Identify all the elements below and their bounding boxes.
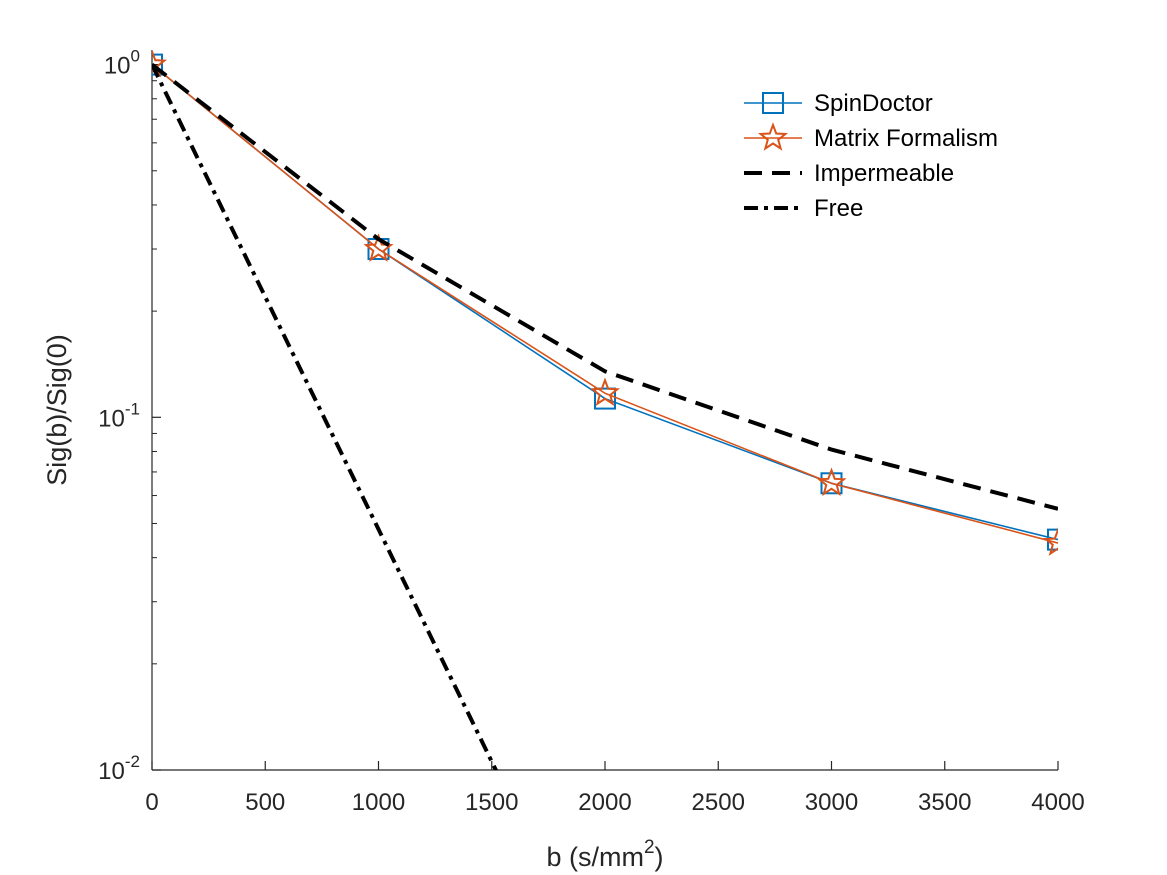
y-tick-exponent: 0 (131, 47, 140, 66)
x-tick-label: 3500 (918, 789, 971, 816)
y-tick-label: 10-2 (98, 752, 140, 785)
series-layer (152, 50, 1058, 770)
x-tick-label: 4000 (1031, 789, 1084, 816)
data-point-marker (589, 377, 621, 407)
x-tick-label: 2000 (578, 789, 631, 816)
x-tick-label: 3000 (805, 789, 858, 816)
y-tick-exponent: -2 (125, 752, 140, 771)
x-tick-label: 500 (245, 789, 285, 816)
series-line (152, 63, 1058, 511)
legend-label: Impermeable (814, 160, 954, 187)
y-tick-base: 10 (98, 758, 125, 785)
legend: SpinDoctor Matrix Formalism Impermeable Fre… (744, 90, 998, 222)
x-axis-title-suffix: ) (655, 842, 664, 872)
data-point-marker (152, 50, 168, 78)
x-axis-title: b (s/mm2) (546, 837, 663, 872)
legend-item: SpinDoctor (744, 90, 933, 117)
x-axis-title-main: b (s/mm (546, 842, 644, 872)
data-point-marker (1042, 527, 1058, 556)
series-impermeable (152, 63, 1058, 511)
x-tick-label: 2500 (692, 789, 745, 816)
data-point-marker (820, 472, 843, 495)
legend-item: Matrix Formalism (744, 122, 998, 152)
x-tick-label: 1000 (352, 789, 405, 816)
series-line (152, 63, 1058, 544)
data-point-marker (594, 387, 616, 410)
legend-label: Matrix Formalism (814, 125, 998, 152)
legend-item: Impermeable (744, 160, 954, 187)
series-line (152, 63, 499, 770)
legend-marker (757, 122, 789, 151)
legend-item: Free (744, 195, 863, 222)
y-tick-exponent: -1 (125, 399, 140, 418)
axes: 0 500 1000 1500 2000 2500 3000 3500 400010010-11… (42, 47, 1085, 872)
x-tick-label: 1500 (465, 789, 518, 816)
y-tick-label: 10-1 (98, 399, 140, 432)
y-tick-label: 100 (104, 47, 140, 80)
x-axis-title-sup: 2 (644, 837, 655, 858)
legend-label: Free (814, 195, 863, 222)
legend-label: SpinDoctor (814, 90, 933, 117)
x-tick-label: 0 (145, 789, 158, 816)
legend-marker (762, 92, 784, 114)
y-tick-base: 10 (98, 405, 125, 432)
series-free (152, 63, 499, 770)
y-tick-base: 10 (104, 53, 131, 80)
y-axis-title: Sig(b)/Sig(0) (42, 334, 72, 486)
series-matrix-formalism (152, 50, 1058, 556)
data-point-marker (816, 467, 847, 497)
data-point-marker (152, 53, 163, 76)
